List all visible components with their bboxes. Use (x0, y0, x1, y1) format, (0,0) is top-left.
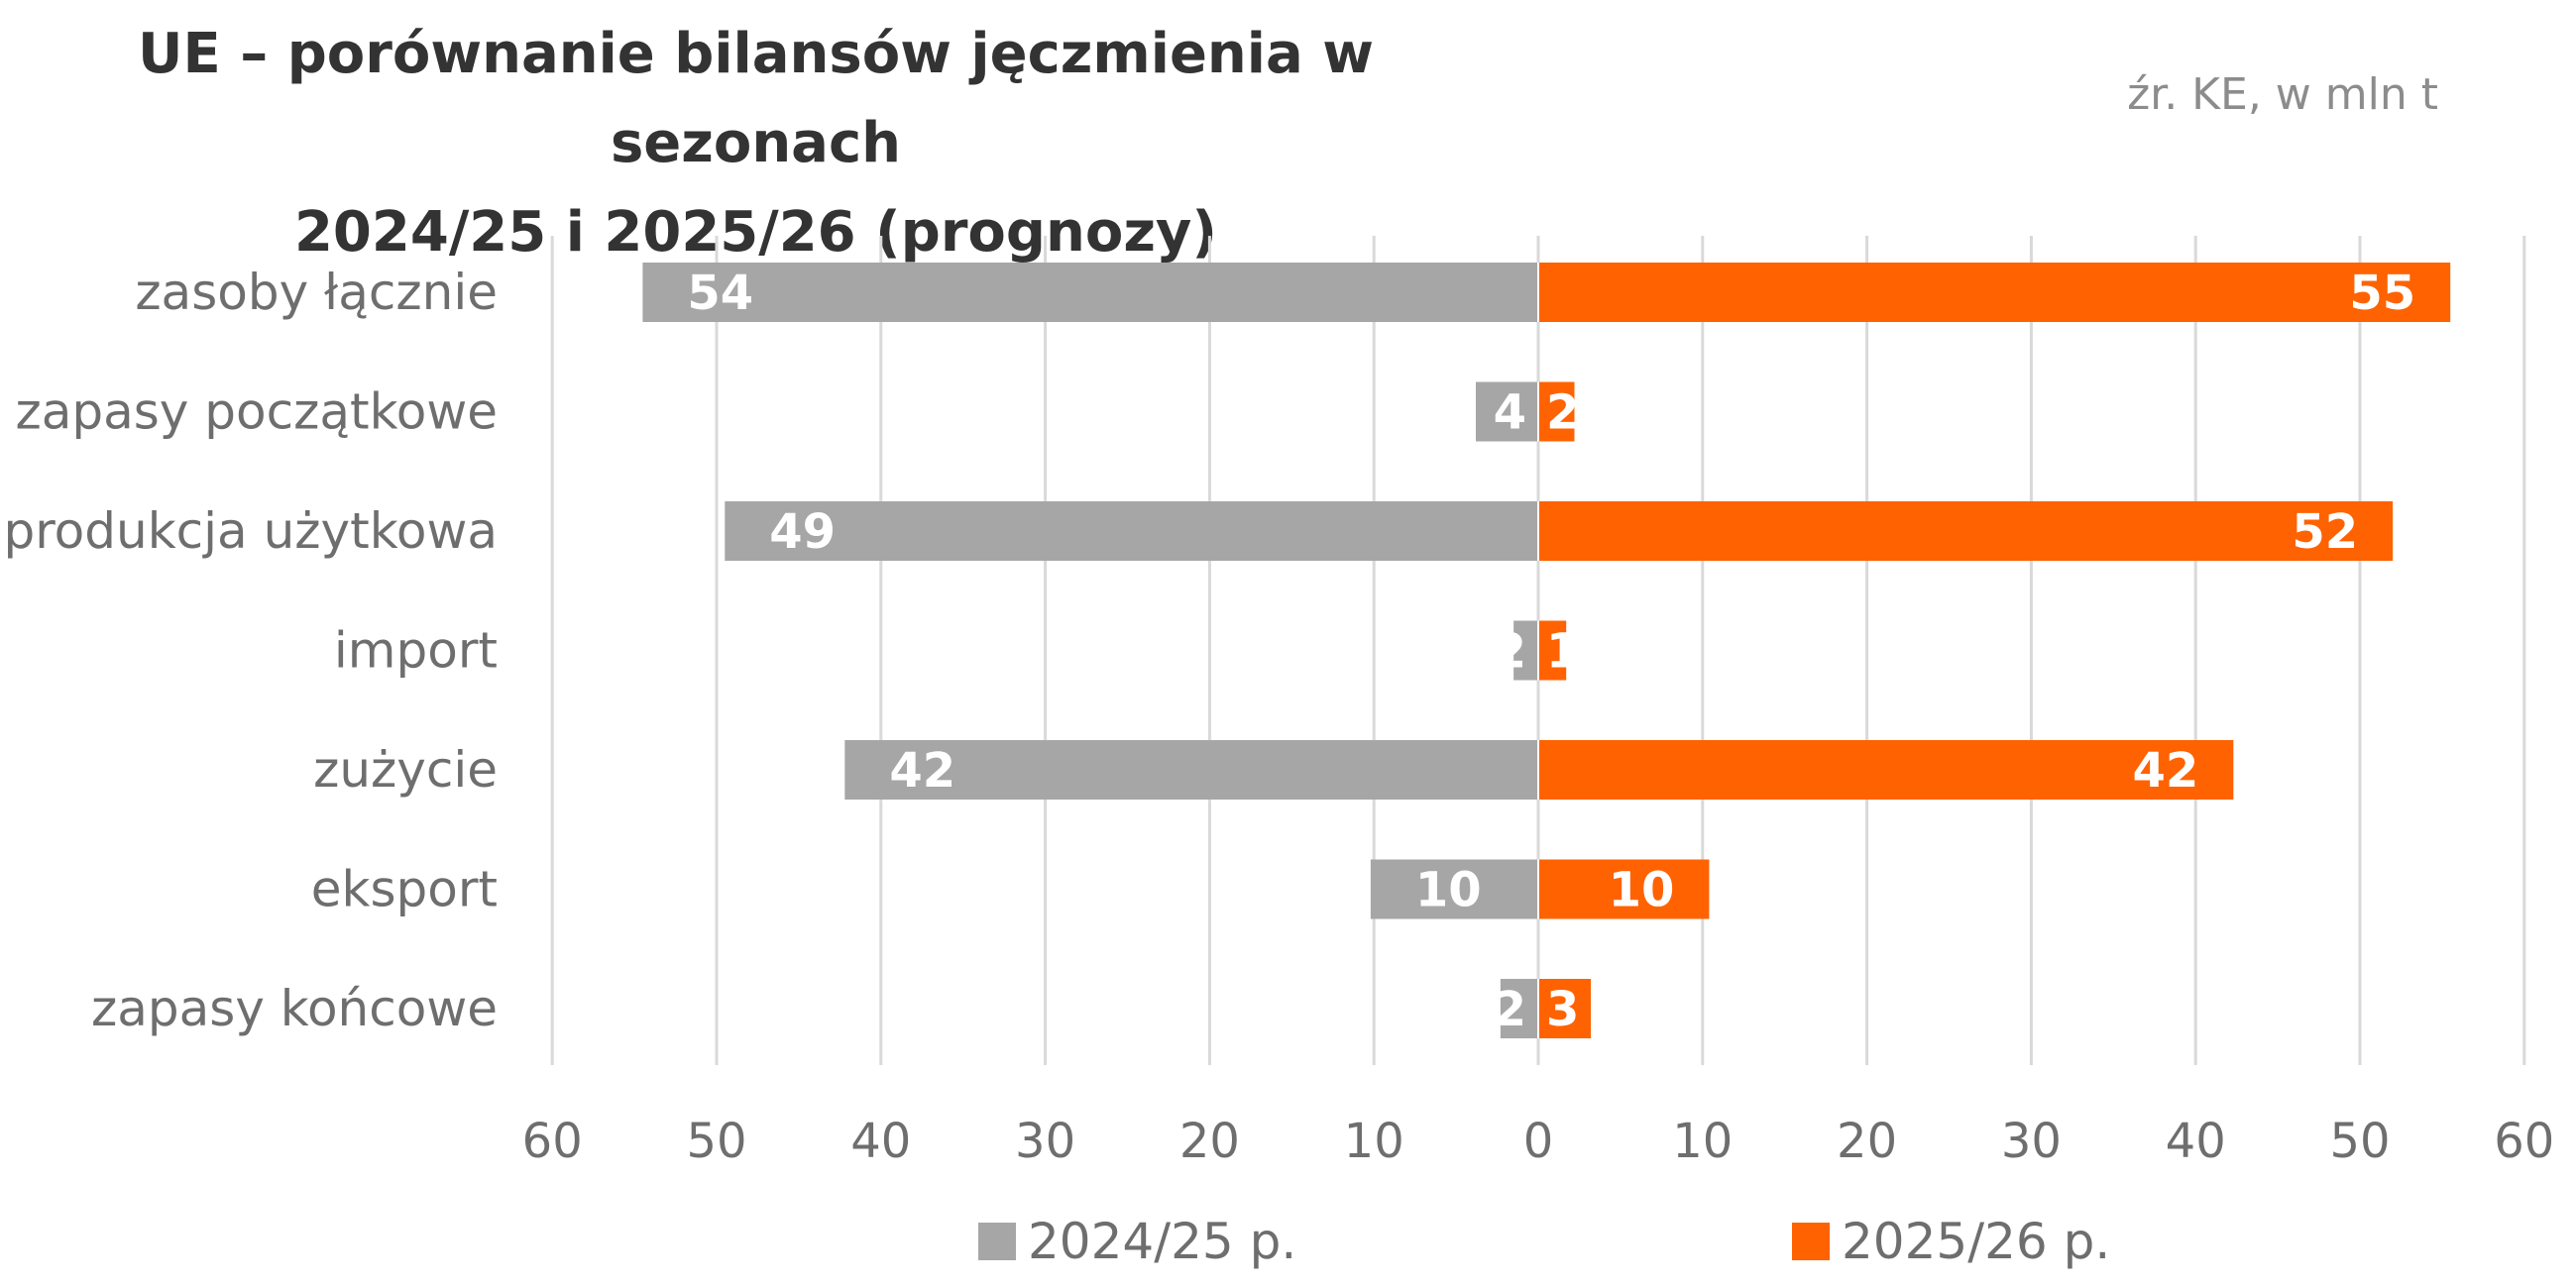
data-label-2025-26-zasoby-lacznie: 55 (2349, 266, 2415, 321)
data-label-2024-25-zapasy-koncowe: 2 (1494, 982, 1526, 1037)
bar-2025-26-import (1538, 620, 1567, 681)
bar-2024-25-eksport (1370, 859, 1538, 919)
x-tick-label: 40 (850, 1114, 911, 1169)
x-tick-label: 30 (1015, 1114, 1075, 1169)
bar-2025-26-zapasy-poczatkowe (1538, 381, 1575, 442)
data-label-2024-25-eksport: 10 (1415, 863, 1482, 918)
x-tick-label: 0 (1523, 1114, 1554, 1169)
bar-2025-26-zuzycie (1538, 740, 2234, 800)
category-label-produkcja-uzytkowa: produkcja użytkowa (3, 502, 498, 560)
x-tick-label: 60 (2494, 1114, 2554, 1169)
data-label-2024-25-produkcja-uzytkowa: 49 (769, 504, 836, 560)
data-label-2024-25-zuzycie: 42 (889, 743, 955, 799)
data-label-2025-26-zapasy-poczatkowe: 2 (1546, 385, 1579, 441)
bar-2025-26-eksport (1538, 859, 1710, 919)
bar-2024-25-produkcja-uzytkowa (725, 501, 1538, 561)
x-tick-label: 50 (2329, 1114, 2390, 1169)
legend-label: 2024/25 p. (1028, 1213, 1296, 1270)
category-label-zapasy-koncowe: zapasy końcowe (91, 980, 498, 1037)
x-tick-label: 60 (522, 1114, 583, 1169)
data-label-2024-25-import: 2 (1494, 624, 1526, 680)
x-tick-label: 30 (2001, 1114, 2062, 1169)
data-label-2025-26-zuzycie: 42 (2133, 743, 2199, 799)
legend-swatch (1792, 1223, 1830, 1260)
data-label-2024-25-zapasy-poczatkowe: 4 (1494, 385, 1526, 441)
chart-title-line-1: UE – porównanie bilansów jęczmienia w se… (137, 22, 1375, 175)
bar-2024-25-zapasy-poczatkowe (1475, 381, 1538, 442)
legend-label: 2025/26 p. (1842, 1213, 2110, 1270)
category-labels: zasoby łącznie zapasy początkowe produkcja… (3, 264, 498, 1037)
legend-item-2025-26: 2025/26 p. (1792, 1213, 2110, 1270)
data-label-2025-26-eksport: 10 (1609, 863, 1675, 918)
legend-swatch (978, 1223, 1016, 1260)
category-label-zapasy-poczatkowe: zapasy początkowe (15, 383, 498, 441)
bar-2024-25-zapasy-koncowe (1500, 979, 1538, 1038)
bar-2025-26-produkcja-uzytkowa (1538, 501, 2394, 561)
x-tick-label: 40 (2166, 1114, 2226, 1169)
bar-2025-26-zapasy-koncowe (1538, 979, 1592, 1038)
x-tick-label: 10 (1672, 1114, 1733, 1169)
bar-2024-25-zasoby-lacznie (642, 263, 1538, 322)
x-tick-label: 20 (1179, 1114, 1240, 1169)
data-label-2025-26-produkcja-uzytkowa: 52 (2292, 504, 2358, 560)
category-label-zasoby-lacznie: zasoby łącznie (135, 264, 498, 321)
data-label-2025-26-zapasy-koncowe: 3 (1546, 982, 1579, 1037)
legend: 2024/25 p. 2025/26 p. (978, 1213, 2110, 1270)
bar-2024-25-import (1513, 620, 1538, 681)
grid-lines (550, 236, 2526, 1065)
chart-title: UE – porównanie bilansów jęczmienia w se… (0, 10, 1512, 277)
legend-item-2024-25: 2024/25 p. (978, 1213, 1296, 1270)
category-label-zuzycie: zużycie (313, 741, 498, 799)
chart-title-line-2: 2024/25 i 2025/26 (prognozy) (293, 200, 1218, 265)
chart-source-note: źr. KE, w mln t (2127, 69, 2438, 120)
category-label-eksport: eksport (311, 861, 498, 918)
bar-2025-26-zasoby-lacznie (1538, 263, 2451, 322)
x-axis-tick-labels: 60 50 40 30 20 10 0 10 20 30 40 50 60 (522, 1114, 2555, 1169)
data-label-2024-25-zasoby-lacznie: 54 (687, 266, 753, 321)
category-label-import: import (334, 622, 498, 680)
x-tick-label: 10 (1344, 1114, 1404, 1169)
x-tick-label: 20 (1837, 1114, 1897, 1169)
x-tick-label: 50 (686, 1114, 746, 1169)
data-label-2025-26-import: 1 (1546, 624, 1579, 680)
bar-2024-25-zuzycie (844, 740, 1538, 800)
